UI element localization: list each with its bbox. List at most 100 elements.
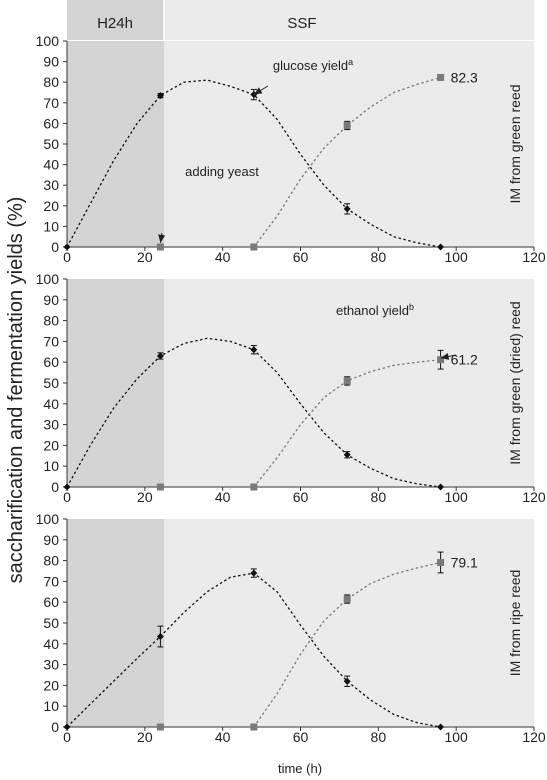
x-tick-label: 60 xyxy=(293,729,309,745)
ssf-shade xyxy=(164,519,534,727)
y-tick-label: 50 xyxy=(43,136,59,152)
y-tick-label: 60 xyxy=(43,594,59,610)
x-tick-label: 20 xyxy=(137,729,153,745)
y-tick-label: 0 xyxy=(51,719,59,735)
series-1-point xyxy=(156,352,164,360)
y-tick-label: 70 xyxy=(43,573,59,589)
x-tick-label: 0 xyxy=(63,729,71,745)
series-2-point xyxy=(437,558,445,566)
series-1-point xyxy=(250,569,258,577)
y-tick-label: 100 xyxy=(36,33,60,49)
series-2-line xyxy=(253,561,441,728)
x-tick-label: 80 xyxy=(371,489,387,505)
series-1-point xyxy=(156,633,164,641)
x-tick-label: 40 xyxy=(215,729,231,745)
series-2-point xyxy=(156,483,164,491)
phase-header-ssf xyxy=(164,0,534,40)
phase-header-h24 xyxy=(67,0,164,40)
h24-shade xyxy=(67,279,165,487)
x-axis-label: time (h) xyxy=(278,761,322,776)
y-tick-label: 40 xyxy=(43,396,59,412)
y-tick-label: 60 xyxy=(43,115,59,131)
x-tick-label: 60 xyxy=(293,249,309,265)
y-tick-label: 20 xyxy=(43,198,59,214)
series-2-point xyxy=(250,483,258,491)
y-tick-label: 10 xyxy=(43,458,59,474)
y-tick-label: 10 xyxy=(43,218,59,234)
panel-side-label: IM from green reed xyxy=(507,84,523,203)
series-2-point xyxy=(250,243,258,251)
series-2-point xyxy=(437,356,445,364)
series-1-point xyxy=(343,451,351,459)
y-tick-label: 50 xyxy=(43,615,59,631)
y-tick-label: 70 xyxy=(43,95,59,111)
x-tick-label: 120 xyxy=(522,489,546,505)
series-1-point xyxy=(437,483,445,491)
y-tick-label: 60 xyxy=(43,354,59,370)
y-tick-label: 0 xyxy=(51,479,59,495)
x-tick-label: 20 xyxy=(137,489,153,505)
x-tick-label: 40 xyxy=(215,489,231,505)
end-value-label: 82.3 xyxy=(451,69,478,85)
y-tick-label: 90 xyxy=(43,532,59,548)
phase-label-ssf: SSF xyxy=(287,15,316,32)
annotation-label: ethanol yieldb xyxy=(336,302,414,318)
x-tick-label: 80 xyxy=(371,249,387,265)
annotation-label: glucose yielda xyxy=(273,57,353,73)
series-2-point xyxy=(250,723,258,731)
y-tick-label: 40 xyxy=(43,636,59,652)
y-tick-label: 90 xyxy=(43,54,59,70)
series-2-point xyxy=(156,723,164,731)
x-tick-label: 0 xyxy=(63,249,71,265)
x-tick-label: 100 xyxy=(444,489,468,505)
h24-shade xyxy=(67,41,165,247)
end-value-label: 79.1 xyxy=(451,554,478,570)
x-tick-label: 120 xyxy=(522,249,546,265)
series-2-point xyxy=(343,377,351,385)
x-tick-label: 120 xyxy=(522,729,546,745)
series-1-point xyxy=(250,346,258,354)
annotation-superscript: a xyxy=(348,57,353,67)
y-tick-label: 30 xyxy=(43,657,59,673)
x-tick-label: 60 xyxy=(293,489,309,505)
y-tick-label: 70 xyxy=(43,333,59,349)
annotation-label: adding yeast xyxy=(185,164,259,179)
annotation-superscript: b xyxy=(409,302,414,312)
panel-side-label: IM from green (dried) reed xyxy=(507,301,523,464)
x-tick-label: 100 xyxy=(444,729,468,745)
annotation-arrowhead xyxy=(158,234,166,243)
y-tick-label: 0 xyxy=(51,239,59,255)
y-tick-label: 30 xyxy=(43,177,59,193)
y-tick-label: 50 xyxy=(43,375,59,391)
y-tick-label: 80 xyxy=(43,553,59,569)
x-tick-label: 80 xyxy=(371,729,387,745)
end-value-label: 61.2 xyxy=(451,352,478,368)
x-tick-label: 0 xyxy=(63,489,71,505)
y-tick-label: 30 xyxy=(43,417,59,433)
series-2-point xyxy=(156,243,164,251)
y-tick-label: 80 xyxy=(43,74,59,90)
y-tick-label: 10 xyxy=(43,698,59,714)
panel-side-label: IM from ripe reed xyxy=(507,570,523,677)
series-1-point xyxy=(63,243,71,251)
annotation-arrowhead xyxy=(253,87,263,95)
x-tick-label: 40 xyxy=(215,249,231,265)
y-tick-label: 20 xyxy=(43,437,59,453)
ssf-shade xyxy=(164,41,534,247)
y-tick-label: 100 xyxy=(36,511,60,527)
series-2-point xyxy=(343,595,351,603)
series-1-point xyxy=(437,243,445,251)
h24-shade xyxy=(67,519,165,727)
y-axis-label: saccharification and fermentation yields… xyxy=(5,197,27,584)
series-1-point xyxy=(63,483,71,491)
y-tick-label: 100 xyxy=(36,271,60,287)
phase-label-h24: H24h xyxy=(97,15,133,32)
series-1-point xyxy=(437,723,445,731)
x-tick-label: 100 xyxy=(444,249,468,265)
x-tick-label: 20 xyxy=(137,249,153,265)
